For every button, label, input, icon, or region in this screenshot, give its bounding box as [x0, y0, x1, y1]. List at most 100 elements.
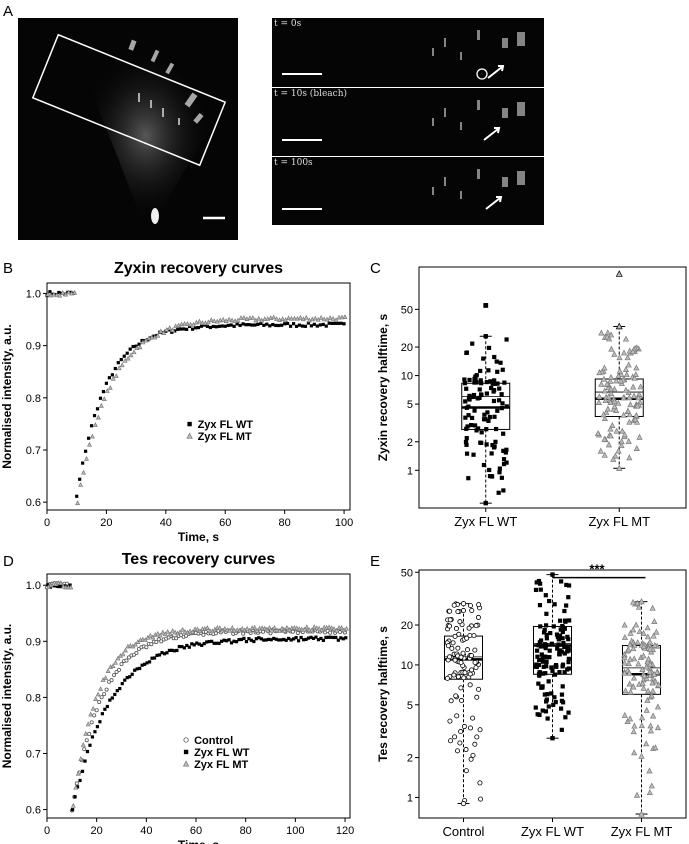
data-point — [564, 603, 569, 608]
data-point — [473, 665, 479, 671]
data-point — [279, 625, 285, 631]
data-point — [454, 713, 460, 719]
data-point — [546, 679, 551, 684]
data-point — [631, 655, 638, 662]
data-point — [477, 780, 483, 786]
y-tick-label: 50 — [401, 304, 413, 316]
data-point — [254, 628, 260, 633]
data-point — [48, 290, 52, 294]
data-point — [123, 678, 127, 682]
data-point — [650, 632, 657, 639]
data-point — [537, 657, 542, 663]
data-point — [597, 447, 604, 454]
data-point — [110, 373, 114, 377]
data-point — [632, 371, 639, 378]
data-point — [621, 654, 628, 661]
y-tick-label: 0.7 — [26, 445, 41, 457]
data-point — [484, 442, 489, 447]
data-point — [73, 784, 79, 790]
data-point — [238, 315, 244, 320]
data-point — [128, 347, 132, 351]
data-point — [99, 695, 104, 700]
data-point — [469, 394, 474, 400]
data-point — [162, 652, 167, 656]
data-point — [57, 290, 61, 295]
data-point — [78, 477, 82, 481]
data-point — [452, 657, 458, 663]
data-point — [561, 641, 566, 646]
data-point — [212, 641, 216, 645]
data-point — [598, 329, 605, 336]
data-point — [241, 314, 247, 320]
data-point — [616, 367, 623, 374]
data-point — [489, 474, 495, 479]
data-point — [140, 663, 144, 667]
data-point — [619, 427, 626, 434]
data-point — [299, 635, 303, 640]
data-point — [125, 675, 129, 680]
data-point — [625, 660, 632, 667]
data-point — [339, 321, 343, 325]
data-point — [557, 652, 562, 657]
data-point — [640, 684, 647, 691]
data-point — [472, 423, 478, 428]
data-point — [651, 641, 658, 648]
data-point — [621, 659, 628, 666]
data-point — [295, 630, 300, 635]
data-point — [535, 654, 540, 659]
data-point — [595, 399, 602, 405]
data-point — [267, 637, 271, 641]
data-point — [594, 430, 602, 437]
data-point — [179, 327, 183, 331]
data-point — [190, 642, 194, 646]
x-tick-label: 80 — [240, 825, 252, 837]
data-point — [115, 689, 119, 693]
data-point — [144, 645, 149, 650]
data-point — [156, 637, 161, 642]
data-point — [627, 401, 634, 408]
data-point — [82, 747, 87, 752]
data-point — [449, 645, 455, 651]
data-point — [113, 366, 117, 371]
data-point — [470, 752, 476, 758]
data-point — [104, 687, 109, 692]
data-point — [496, 398, 502, 403]
data-point — [560, 664, 565, 669]
data-point — [544, 611, 549, 616]
data-point — [204, 625, 210, 630]
data-point — [58, 584, 62, 589]
data-point — [460, 800, 467, 807]
series-zyx-fl-wt — [46, 583, 348, 812]
data-point — [608, 390, 615, 397]
data-point — [301, 627, 307, 632]
data-point — [621, 669, 628, 676]
x-tick-label: 20 — [100, 517, 112, 529]
data-point — [132, 641, 138, 647]
data-point — [601, 435, 608, 442]
data-point — [304, 637, 308, 641]
data-point — [463, 747, 469, 753]
data-point — [256, 315, 262, 321]
data-point — [241, 631, 246, 636]
data-point — [229, 641, 234, 645]
data-point — [78, 756, 84, 761]
data-point — [644, 658, 651, 665]
data-point — [566, 583, 572, 588]
data-point — [567, 618, 572, 623]
data-point — [626, 411, 633, 418]
y-tick-label: 0.6 — [26, 497, 41, 509]
data-point — [655, 681, 662, 688]
data-point — [458, 685, 464, 691]
data-point — [336, 638, 340, 642]
data-point — [247, 323, 251, 327]
data-point — [620, 411, 627, 418]
data-point — [552, 695, 557, 700]
data-point — [98, 686, 104, 691]
data-point — [643, 706, 650, 713]
data-point — [537, 712, 542, 718]
data-point — [281, 628, 287, 633]
data-point — [556, 642, 561, 647]
data-point — [467, 397, 472, 402]
data-point — [648, 782, 655, 789]
data-point — [470, 715, 476, 721]
